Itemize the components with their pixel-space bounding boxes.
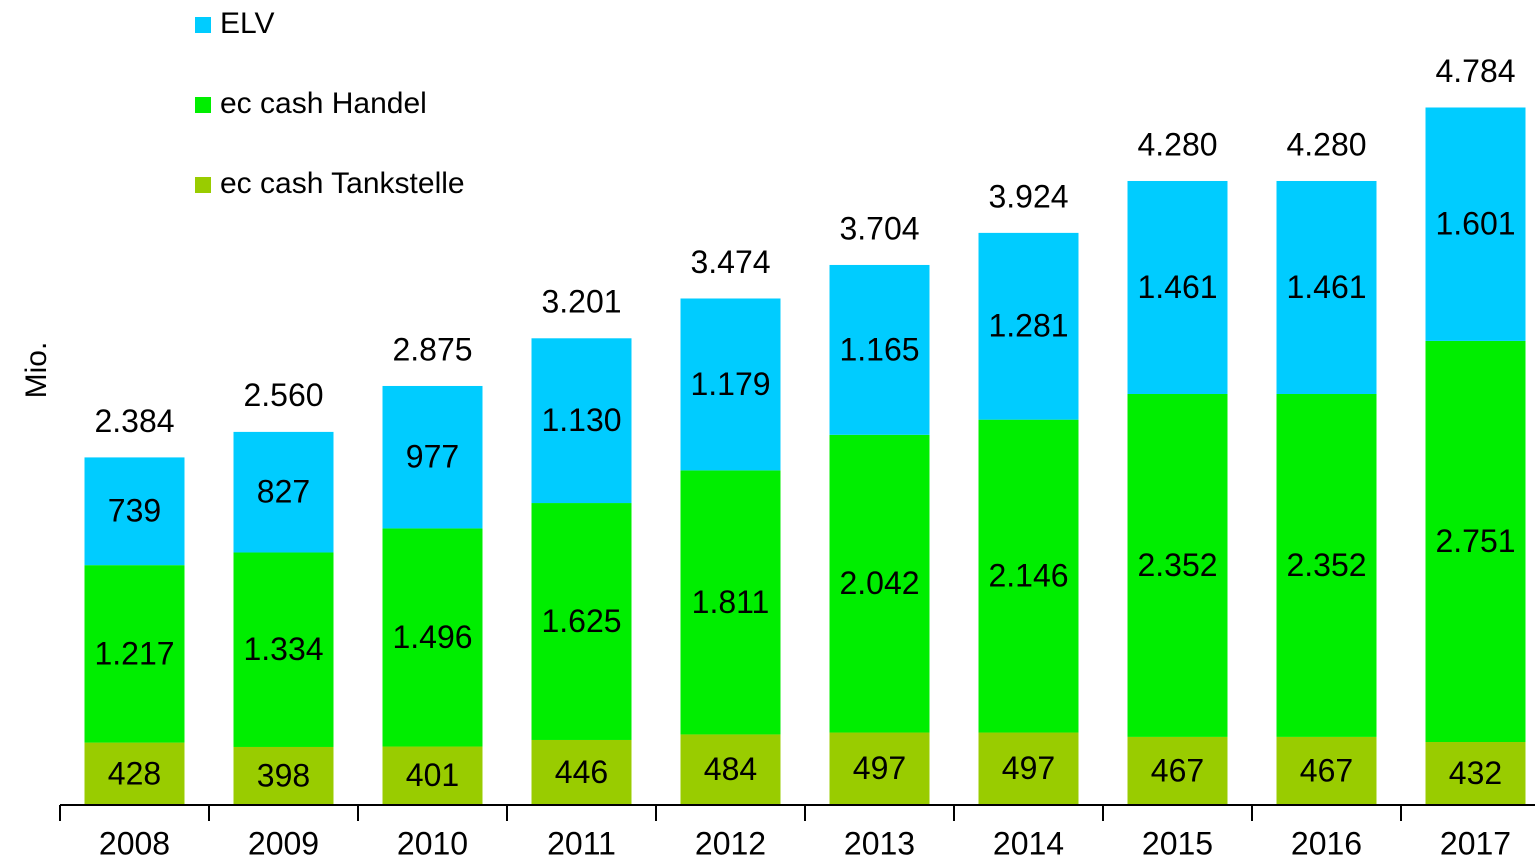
bar-segment [382, 746, 483, 805]
y-axis-label: Mio. [20, 342, 53, 399]
data-label: 467 [1300, 752, 1353, 788]
data-label: 401 [406, 757, 459, 793]
data-label: 467 [1151, 752, 1204, 788]
x-tick-label: 2008 [99, 825, 170, 861]
bar-segment [829, 264, 930, 435]
data-label: 1.179 [690, 366, 770, 402]
data-label: 432 [1449, 755, 1502, 791]
total-label: 3.474 [690, 244, 770, 280]
bar-segment [1276, 736, 1377, 805]
bar-segment [829, 732, 930, 805]
data-label: 446 [555, 754, 608, 790]
bar-segment [84, 457, 185, 566]
x-tick-label: 2010 [397, 825, 468, 861]
bar-segment [978, 232, 1079, 420]
data-label: 2.146 [988, 558, 1068, 594]
data-label: 497 [1002, 750, 1055, 786]
total-label: 2.384 [94, 403, 174, 439]
legend-label: ec cash Tankstelle [220, 167, 465, 200]
x-tick-label: 2016 [1291, 825, 1362, 861]
bar-segment [233, 431, 334, 553]
bar-segment [382, 528, 483, 747]
bar-segment [978, 419, 1079, 733]
legend-swatch [195, 17, 211, 33]
bar-segment [680, 298, 781, 471]
data-label: 2.352 [1137, 547, 1217, 583]
legend-swatch [195, 177, 211, 193]
bar-segment [233, 552, 334, 747]
total-label: 4.784 [1435, 53, 1515, 89]
data-label: 2.352 [1286, 547, 1366, 583]
bar-segment [829, 434, 930, 733]
data-label: 2.042 [839, 565, 919, 601]
x-tick-label: 2015 [1142, 825, 1213, 861]
bar-segment [382, 385, 483, 529]
bar-segment [233, 746, 334, 805]
legend-swatch [195, 97, 211, 113]
bar-segment [680, 734, 781, 805]
data-label: 1.461 [1286, 269, 1366, 305]
total-label: 3.704 [839, 210, 919, 246]
data-label: 1.625 [541, 603, 621, 639]
total-label: 3.201 [541, 284, 621, 320]
bar-segment [531, 739, 632, 805]
bar-segment [1276, 180, 1377, 394]
data-label: 977 [406, 439, 459, 475]
data-label: 1.217 [94, 635, 174, 671]
data-label: 1.130 [541, 402, 621, 438]
x-tick-label: 2014 [993, 825, 1064, 861]
bar-segment [531, 503, 632, 740]
data-label: 1.334 [243, 631, 323, 667]
x-tick-label: 2011 [547, 825, 616, 861]
x-tick-label: 2012 [695, 825, 766, 861]
total-label: 4.280 [1286, 126, 1366, 162]
data-label: 2.751 [1435, 523, 1515, 559]
data-label: 1.601 [1435, 206, 1515, 242]
bar-segment [531, 338, 632, 504]
bar-segment [1127, 736, 1228, 805]
data-label: 484 [704, 751, 757, 787]
data-label: 1.165 [839, 331, 919, 367]
data-label: 497 [853, 750, 906, 786]
bar-segment [1276, 393, 1377, 737]
bar-segment [84, 742, 185, 805]
total-label: 2.560 [243, 377, 323, 413]
x-tick-label: 2009 [248, 825, 319, 861]
bar-segment [1425, 340, 1526, 743]
data-label: 428 [108, 755, 161, 791]
bar-segment [1127, 393, 1228, 737]
legend-label: ELV [220, 7, 274, 40]
legend-label: ec cash Handel [220, 87, 427, 120]
data-label: 398 [257, 757, 310, 793]
total-label: 3.924 [988, 178, 1068, 214]
data-label: 1.496 [392, 619, 472, 655]
bar-segment [680, 470, 781, 735]
data-label: 1.811 [692, 584, 770, 620]
bar-segment [1425, 742, 1526, 805]
x-tick-label: 2013 [844, 825, 915, 861]
data-label: 1.281 [988, 308, 1068, 344]
data-label: 739 [108, 493, 161, 529]
data-label: 1.461 [1137, 269, 1217, 305]
bar-segment [1425, 107, 1526, 341]
total-label: 2.875 [392, 331, 472, 367]
data-label: 827 [257, 474, 310, 510]
total-label: 4.280 [1137, 126, 1217, 162]
x-tick-label: 2017 [1440, 825, 1511, 861]
bar-segment [84, 565, 185, 743]
bar-segment [1127, 180, 1228, 394]
bar-segment [978, 732, 1079, 805]
